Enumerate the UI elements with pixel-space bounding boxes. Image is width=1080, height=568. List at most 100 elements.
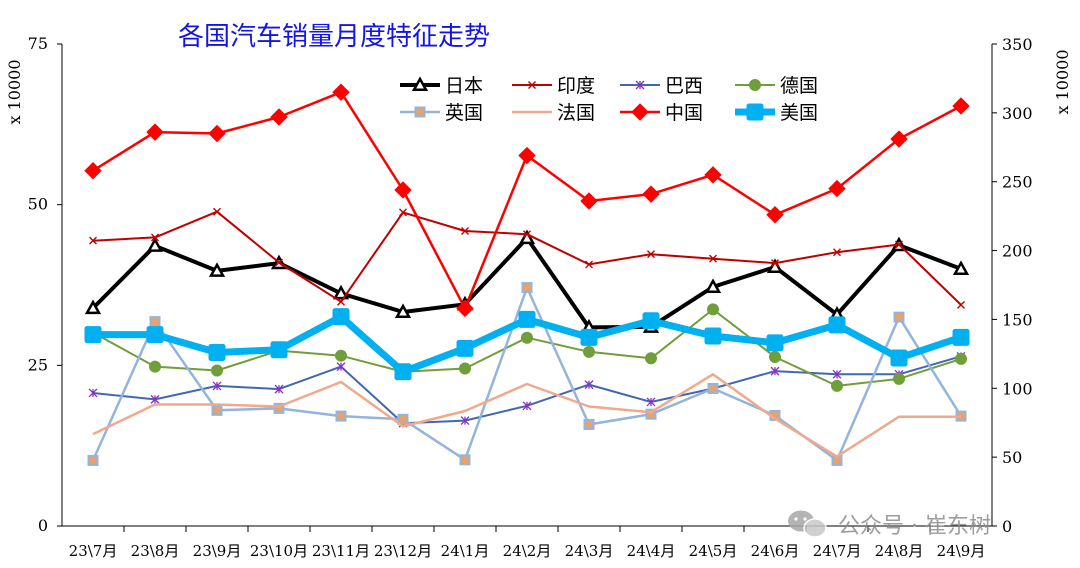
legend-swatch-marker: [631, 103, 649, 121]
x-tick-label: 23\8月: [131, 542, 180, 560]
data-point: [213, 207, 221, 216]
data-point: [149, 360, 161, 373]
data-point: [707, 382, 719, 394]
data-point: [397, 413, 409, 425]
x-tick-label: 23\9月: [193, 542, 242, 560]
y-right-tick-label: 50: [1002, 448, 1022, 467]
data-point: [456, 339, 474, 357]
legend-item: 英国: [400, 102, 483, 124]
data-point: [211, 404, 223, 416]
data-point: [146, 326, 164, 344]
data-point: [766, 206, 784, 224]
legend-item: 法国: [512, 102, 595, 124]
data-point: [208, 343, 226, 361]
data-point: [394, 181, 412, 199]
data-point: [580, 192, 598, 210]
data-point: [208, 124, 226, 143]
data-point: [890, 130, 908, 148]
series-line: [92, 355, 962, 425]
data-point: [642, 312, 660, 330]
data-point: [833, 248, 841, 257]
data-point: [332, 284, 350, 300]
data-point: [893, 372, 905, 385]
x-tick-label: 24\7月: [813, 542, 862, 560]
data-point: [522, 401, 532, 411]
data-point: [707, 303, 719, 316]
wechat-icon: [788, 510, 827, 538]
x-tick-label: 24\3月: [565, 542, 614, 560]
y-right-tick-label: 250: [1002, 173, 1033, 192]
data-point: [646, 397, 656, 407]
data-point: [332, 308, 350, 326]
data-point: [332, 83, 350, 101]
series-法国: [92, 373, 961, 458]
y-left-unit-label: x 10000: [5, 59, 24, 124]
data-point: [460, 416, 470, 426]
series-layer: [84, 83, 970, 466]
data-point: [150, 394, 160, 404]
data-point: [769, 350, 781, 363]
data-point: [87, 454, 99, 466]
data-point: [645, 352, 657, 365]
data-point: [957, 300, 965, 309]
data-point: [583, 418, 595, 430]
data-point: [335, 410, 347, 422]
data-point: [459, 454, 471, 466]
data-point: [832, 369, 842, 379]
data-point: [88, 388, 98, 398]
legend-item: 巴西: [620, 75, 703, 97]
data-point: [828, 179, 846, 198]
data-point: [704, 278, 722, 293]
series-美国: [84, 308, 970, 381]
axes: 0 25 50 75 0 50 100 150 200 250 300 350 x 10000 x 100…: [5, 34, 1072, 560]
data-point: [270, 341, 288, 359]
x-tick-label: 24\9月: [937, 542, 986, 560]
data-point: [518, 310, 536, 328]
data-point: [336, 362, 346, 372]
data-point: [523, 230, 531, 239]
watermark: 公众号 · 崔东树: [788, 510, 991, 539]
data-point: [952, 97, 970, 115]
data-point: [461, 227, 469, 236]
y-left-tick-label: 0: [38, 516, 48, 535]
data-point: [704, 166, 722, 184]
data-point: [394, 363, 412, 381]
legend-label: 美国: [780, 102, 818, 124]
legend-label: 法国: [557, 102, 595, 124]
legend-swatch-marker: [528, 81, 536, 89]
x-tick-label: 23\7月: [69, 542, 118, 560]
data-point: [518, 146, 536, 165]
x-tick-label: 24\5月: [689, 542, 738, 560]
y-left-tick-label: 25: [28, 355, 48, 374]
legend-label: 巴西: [665, 75, 703, 97]
data-point: [955, 352, 967, 365]
x-tick-label: 23\10月: [250, 542, 308, 560]
data-point: [146, 123, 164, 141]
data-point: [952, 328, 970, 346]
legend-item: 中国: [620, 102, 703, 124]
data-point: [521, 282, 533, 294]
data-point: [770, 366, 780, 376]
data-point: [275, 258, 283, 267]
legend-swatch-marker: [411, 76, 429, 92]
watermark-text: 公众号 · 崔东树: [838, 514, 991, 539]
data-point: [709, 254, 717, 263]
y-right-tick-label: 0: [1002, 517, 1012, 536]
data-point: [459, 362, 471, 375]
x-tick-label: 24\2月: [503, 542, 552, 560]
data-point: [212, 381, 222, 391]
data-point: [274, 384, 284, 394]
data-point: [580, 328, 598, 346]
data-point: [647, 250, 655, 259]
data-point: [84, 326, 102, 344]
data-point: [84, 161, 102, 180]
data-point: [952, 260, 970, 275]
series-line: [92, 373, 961, 458]
data-point: [645, 408, 657, 420]
data-point: [84, 299, 102, 315]
data-point: [456, 299, 474, 318]
data-point: [521, 331, 533, 344]
legend-swatch-marker: [746, 103, 764, 121]
